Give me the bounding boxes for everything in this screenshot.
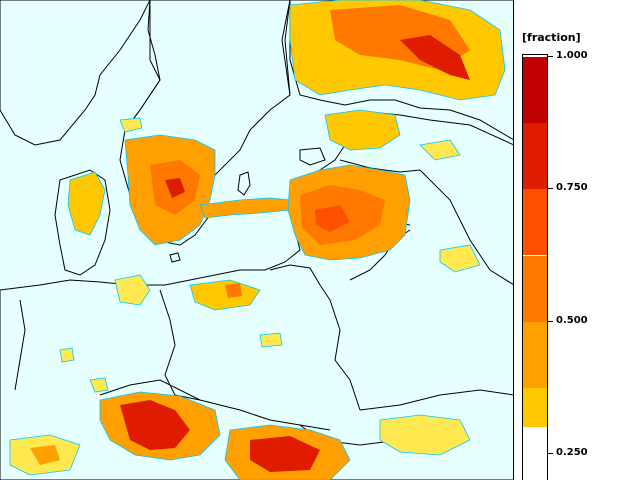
estonia-latvia-border — [339, 159, 421, 173]
field-patch-4 — [439, 244, 481, 273]
field-south-west-core — [30, 445, 60, 465]
field-south-sweden-hot — [165, 178, 185, 198]
norway-coast — [0, 0, 151, 146]
field-ukraine — [379, 414, 471, 456]
field-patch-3 — [259, 332, 283, 348]
belarus-russia-border — [419, 169, 514, 286]
netherlands-germany-border — [14, 299, 26, 391]
belarus-ukraine-border — [359, 389, 514, 411]
legend-tick-mark — [548, 56, 553, 57]
poland-belarus-border — [319, 284, 361, 411]
legend-tick-label: 0.250 — [556, 447, 588, 458]
legend-tick-mark — [548, 320, 553, 322]
poland-czech-border — [239, 409, 331, 431]
field-patch-1 — [89, 377, 109, 393]
field-denmark — [67, 171, 106, 236]
field-baltics-hot — [315, 205, 350, 232]
legend-unit-label: [fraction] — [522, 31, 581, 44]
norway-sweden-border — [124, 0, 161, 131]
sweden-finland-border — [284, 0, 291, 96]
legend-color-bar — [522, 54, 548, 480]
bornholm-coast — [169, 252, 181, 263]
gotland-coast — [237, 171, 251, 196]
field-poland-north — [189, 279, 261, 311]
map-canvas — [0, 0, 514, 480]
legend-swatch — [523, 255, 547, 322]
legend-tick-label: 0.750 — [556, 182, 588, 194]
field-patch-2 — [59, 347, 75, 363]
field-finland-hot — [400, 35, 470, 80]
field-czech-core — [120, 400, 190, 450]
legend-swatch — [523, 321, 547, 388]
saaremaa-coast — [299, 147, 326, 166]
data-field-layer — [9, 0, 506, 480]
legend-tick-label: 0.500 — [556, 314, 588, 326]
map-frame-border — [513, 0, 514, 480]
legend-swatch — [523, 123, 547, 190]
field-patch-5 — [119, 117, 143, 133]
legend-swatch — [523, 189, 547, 256]
legend-tick-mark — [548, 188, 553, 190]
germany-czech-border — [99, 379, 241, 411]
field-patch-6 — [419, 139, 461, 161]
legend-tick-label: 1.000 — [556, 50, 588, 61]
legend-swatch — [523, 57, 547, 124]
field-estonia — [324, 109, 401, 151]
field-germany-north — [114, 274, 151, 306]
legend-tick-mark — [548, 453, 553, 454]
map-panel[interactable] — [0, 0, 514, 480]
russia-kaliningrad — [269, 264, 321, 286]
field-slovakia-core — [250, 436, 320, 472]
legend-swatch — [523, 387, 547, 427]
field-poland-hot — [225, 283, 242, 298]
